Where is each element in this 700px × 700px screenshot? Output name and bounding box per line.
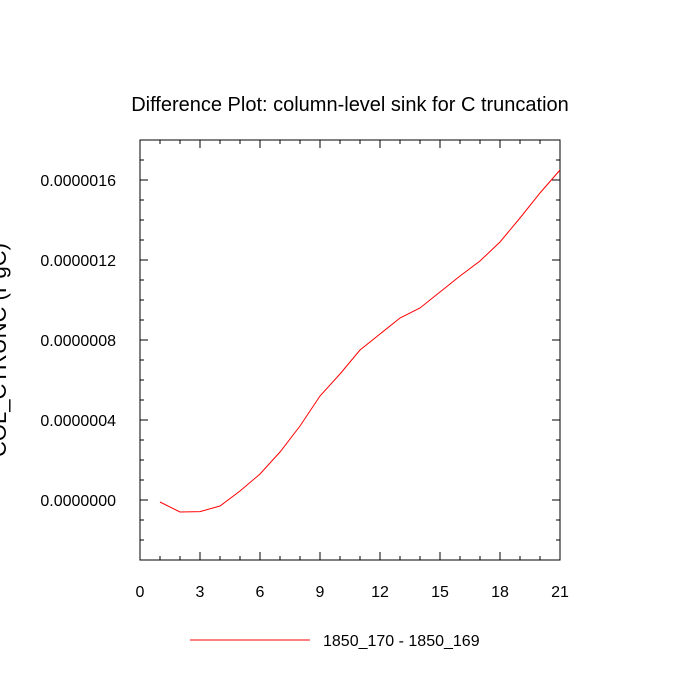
- y-tick-label: 0.0000016: [40, 173, 116, 190]
- x-tick-label: 12: [371, 584, 389, 601]
- y-tick-label: 0.0000000: [40, 493, 116, 510]
- axis-ticks: 0 3 6 9 12 15 18 21 0.0000000 0.0000004 0.0000008 0…: [40, 139, 569, 601]
- series-layer: [159, 169, 561, 513]
- y-axis-label: COL_CTRUNC (PgC): [0, 243, 11, 457]
- y-tick-label: 0.0000008: [40, 333, 116, 350]
- x-tick-label: 9: [316, 584, 325, 601]
- x-tick-label: 15: [431, 584, 449, 601]
- legend: 1850_170 - 1850_169: [190, 633, 480, 650]
- y-tick-label: 0.0000004: [40, 413, 116, 430]
- y-tick-label: 0.0000012: [40, 253, 116, 270]
- x-tick-label: 6: [256, 584, 265, 601]
- legend-label: 1850_170 - 1850_169: [323, 633, 480, 650]
- x-tick-label: 18: [491, 584, 509, 601]
- plot-frame: [139, 139, 561, 561]
- series-line: [159, 169, 561, 513]
- x-tick-label: 21: [551, 584, 569, 601]
- chart-title: Difference Plot: column-level sink for C…: [131, 94, 569, 116]
- x-tick-label: 0: [136, 584, 145, 601]
- x-tick-label: 3: [196, 584, 205, 601]
